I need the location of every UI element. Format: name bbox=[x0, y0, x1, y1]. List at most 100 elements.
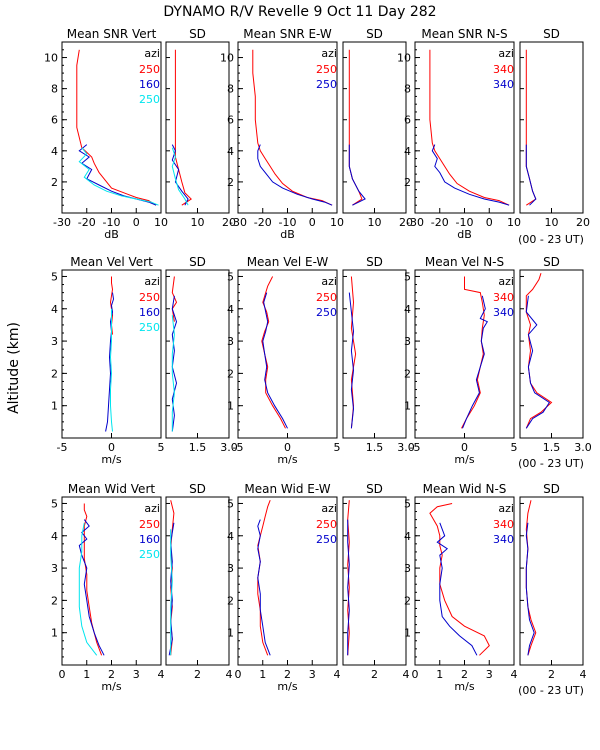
panel-2: Mean SNR N-S SD 2 4 6 8 10 -30 -20 -10 0 10 dB 10 20 az… bbox=[397, 27, 590, 241]
y-tick-label: 5 bbox=[227, 497, 234, 510]
y-tick-label: 2 bbox=[51, 594, 58, 607]
y-tick-label: 2 bbox=[51, 367, 58, 380]
y-tick-label: 5 bbox=[51, 497, 58, 510]
legend-title: azi bbox=[144, 502, 160, 515]
y-tick-label: 2 bbox=[404, 594, 411, 607]
mean-series-line-1 bbox=[257, 144, 333, 206]
sd-x-tick-label: 20 bbox=[222, 216, 236, 229]
sd-series-line-2 bbox=[171, 147, 189, 206]
sd-x-tick-label: 20 bbox=[399, 216, 413, 229]
ut-label-row-3: (00 - 23 UT) bbox=[518, 684, 584, 697]
y-tick-label: 5 bbox=[51, 270, 58, 283]
panel-3: Mean Vel Vert SD 1 2 3 4 5 -5 0 5 m/s 1.5 3.0 azi 250 1… bbox=[51, 255, 238, 466]
x-axis-label: dB bbox=[457, 228, 472, 241]
panel-title: Mean SNR E-W bbox=[243, 27, 332, 41]
panel-title: Mean Vel E-W bbox=[247, 255, 329, 269]
x-tick-label: -30 bbox=[406, 216, 424, 229]
y-tick-label: 3 bbox=[404, 562, 411, 575]
mean-series-line-2 bbox=[109, 308, 113, 432]
sd-title: SD bbox=[189, 482, 206, 496]
y-tick-label: 8 bbox=[404, 83, 411, 96]
legend-entry-0: 340 bbox=[493, 291, 514, 304]
legend-entry-0: 250 bbox=[139, 63, 160, 76]
mean-series-line-0 bbox=[76, 49, 157, 206]
sd-title: SD bbox=[189, 255, 206, 269]
y-tick-label: 4 bbox=[227, 303, 234, 316]
legend-entry-0: 250 bbox=[316, 291, 337, 304]
x-tick-label: 0 bbox=[59, 668, 66, 681]
y-tick-label: 5 bbox=[404, 270, 411, 283]
sd-axes-box bbox=[165, 269, 230, 439]
y-tick-label: 2 bbox=[227, 594, 234, 607]
legend-entry-2: 250 bbox=[139, 93, 160, 106]
panel-title: Mean SNR Vert bbox=[67, 27, 157, 41]
y-tick-label: 8 bbox=[227, 83, 234, 96]
legend-entry-0: 250 bbox=[139, 518, 160, 531]
x-tick-label: 4 bbox=[334, 668, 341, 681]
y-tick-label: 2 bbox=[404, 176, 411, 189]
y-tick-label: 3 bbox=[227, 562, 234, 575]
sd-title: SD bbox=[366, 482, 383, 496]
y-tick-label: 1 bbox=[227, 627, 234, 640]
x-tick-label: 3 bbox=[309, 668, 316, 681]
x-tick-label: 10 bbox=[330, 216, 344, 229]
sd-x-tick-label: 4 bbox=[226, 668, 233, 681]
sd-series-line-0 bbox=[525, 49, 537, 206]
sd-x-tick-label: 10 bbox=[368, 216, 382, 229]
sd-series-line-1 bbox=[171, 144, 189, 206]
panel-title: Mean Vel N-S bbox=[425, 255, 504, 269]
panel-title: Mean Wid N-S bbox=[423, 482, 507, 496]
y-tick-label: 4 bbox=[51, 145, 58, 158]
x-tick-label: 1 bbox=[259, 668, 266, 681]
panel-title: Mean SNR N-S bbox=[421, 27, 507, 41]
x-tick-label: 0 bbox=[133, 216, 140, 229]
x-tick-label: 2 bbox=[461, 668, 468, 681]
x-tick-label: -10 bbox=[456, 216, 474, 229]
legend-entry-1: 340 bbox=[493, 78, 514, 91]
x-axis-label: m/s bbox=[101, 453, 121, 466]
y-tick-label: 6 bbox=[51, 114, 58, 127]
sd-series-line-1 bbox=[347, 519, 350, 656]
sd-series-line-2 bbox=[170, 529, 173, 656]
x-tick-label: 1 bbox=[436, 668, 443, 681]
y-tick-label: 4 bbox=[227, 530, 234, 543]
sd-x-tick-label: 2 bbox=[548, 668, 555, 681]
x-tick-label: 3 bbox=[133, 668, 140, 681]
mean-series-line-0 bbox=[429, 503, 490, 656]
y-tick-label: 3 bbox=[227, 335, 234, 348]
y-tick-label: 1 bbox=[51, 400, 58, 413]
legend-title: azi bbox=[321, 502, 337, 515]
y-tick-label: 1 bbox=[51, 627, 58, 640]
sd-x-tick-label: 20 bbox=[576, 216, 590, 229]
sd-title: SD bbox=[543, 255, 560, 269]
sd-axes-box bbox=[165, 496, 230, 666]
mean-series-line-1 bbox=[431, 144, 510, 206]
y-tick-label: 8 bbox=[51, 83, 58, 96]
legend-entry-2: 250 bbox=[139, 321, 160, 334]
sd-series-line-1 bbox=[525, 144, 537, 206]
panel-title: Mean Wid E-W bbox=[244, 482, 330, 496]
x-tick-label: 5 bbox=[511, 441, 518, 454]
sd-x-tick-label: 10 bbox=[191, 216, 205, 229]
sd-axes-box bbox=[519, 269, 584, 439]
x-tick-label: 5 bbox=[158, 441, 165, 454]
legend-entry-1: 340 bbox=[493, 533, 514, 546]
ut-label-row-1: (00 - 23 UT) bbox=[518, 233, 584, 246]
sd-axes-box bbox=[342, 496, 407, 666]
panel-0: Mean SNR Vert SD 2 4 6 8 10 -30 -20 -10 0 10 dB 10 20 a… bbox=[44, 27, 236, 241]
y-tick-label: 2 bbox=[51, 176, 58, 189]
y-tick-label: 1 bbox=[227, 400, 234, 413]
sd-x-tick-label: 1.5 bbox=[366, 441, 384, 454]
y-tick-label: 2 bbox=[404, 367, 411, 380]
y-tick-label: 4 bbox=[51, 303, 58, 316]
panel-5: Mean Vel N-S SD 1 2 3 4 5 -5 0 5 m/s 1.5 3.0 azi 340 34… bbox=[404, 255, 592, 466]
x-axis-label: m/s bbox=[277, 453, 297, 466]
x-tick-label: 1 bbox=[83, 668, 90, 681]
x-tick-label: -20 bbox=[78, 216, 96, 229]
legend-entry-1: 160 bbox=[139, 306, 160, 319]
x-tick-label: -20 bbox=[431, 216, 449, 229]
x-axis-label: m/s bbox=[454, 680, 474, 693]
y-tick-label: 3 bbox=[404, 335, 411, 348]
x-tick-label: -30 bbox=[229, 216, 247, 229]
